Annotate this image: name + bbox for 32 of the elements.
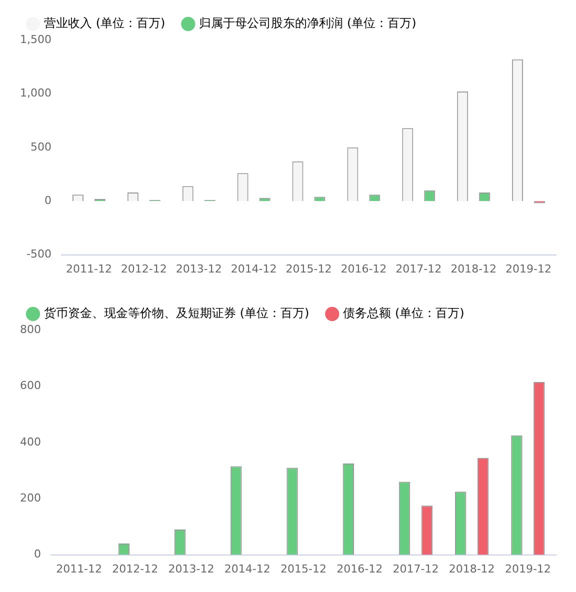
x-tick-label: 2017-12 (396, 262, 442, 276)
x-tick-label: 2013-12 (168, 562, 214, 576)
x-tick-label: 2012-12 (120, 262, 167, 276)
x-tick-label: 2019-12 (504, 562, 551, 576)
legend-label: 营业收入 (单位：百万) (44, 16, 166, 30)
legend-label: 债务总额 (单位：百万) (343, 306, 464, 320)
legend-label: 货币资金、现金等价物、及短期证券 (单位：百万) (44, 306, 310, 320)
y-tick-label: 0 (34, 548, 41, 561)
y-tick-label: 600 (20, 379, 41, 392)
x-tick-label: 2014-12 (230, 262, 277, 276)
x-tick-label: 2012-12 (112, 562, 158, 576)
x-tick-label: 2011-12 (56, 562, 102, 576)
x-tick-label: 2011-12 (66, 262, 112, 276)
x-tick-label: 2013-12 (176, 262, 222, 276)
x-tick-label: 2015-12 (280, 562, 326, 576)
y-tick-label: 500 (30, 140, 52, 154)
x-tick-label: 2017-12 (392, 562, 439, 576)
x-tick-label: 2015-12 (286, 262, 332, 276)
y-tick-label: 1,000 (20, 86, 52, 100)
y-tick-label: 0 (44, 194, 52, 207)
x-tick-label: 2016-12 (340, 262, 387, 276)
x-tick-label: 2014-12 (224, 562, 270, 576)
y-tick-label: -500 (26, 248, 52, 261)
legend-label: 归属于母公司股东的净利润 (单位：百万) (199, 16, 416, 30)
y-tick-label: 1,500 (20, 32, 52, 46)
y-tick-label: 400 (20, 435, 41, 448)
y-tick-label: 200 (20, 491, 41, 504)
y-tick-label: 800 (20, 322, 41, 336)
x-tick-label: 2018-12 (448, 562, 495, 576)
x-tick-label: 2018-12 (450, 262, 497, 276)
x-tick-label: 2019-12 (506, 262, 552, 276)
x-tick-label: 2016-12 (336, 562, 383, 576)
